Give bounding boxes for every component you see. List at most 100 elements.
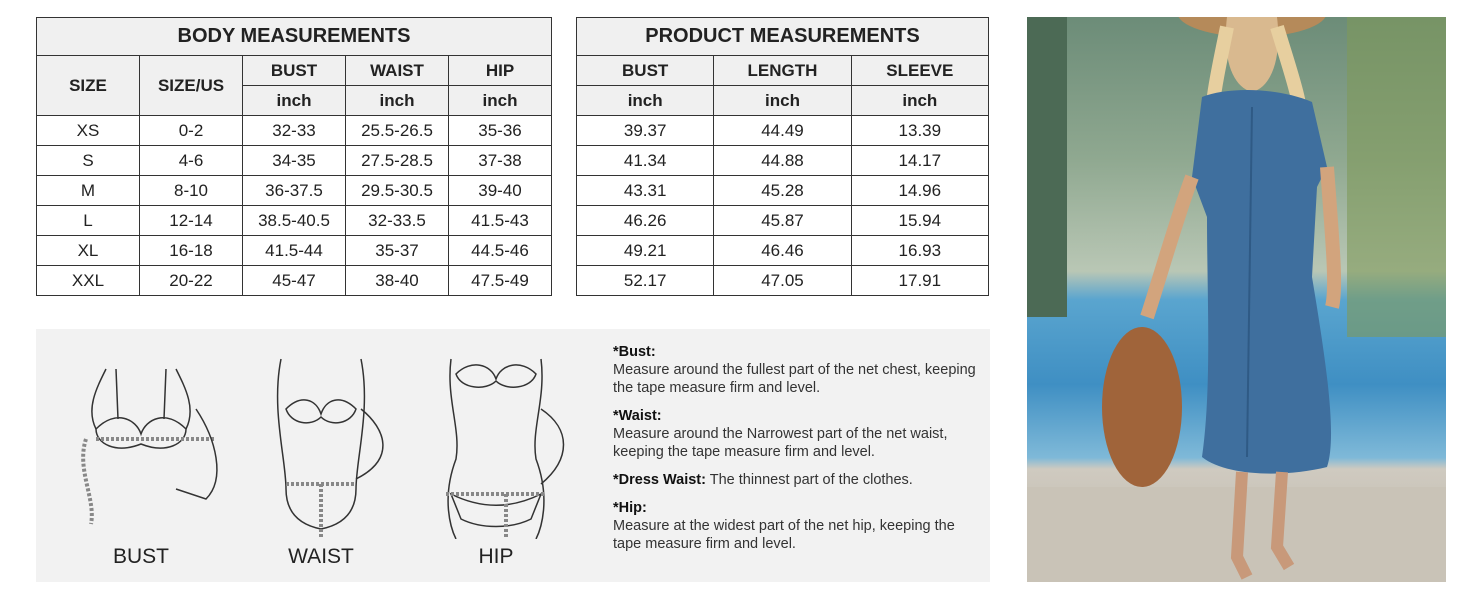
body-measurements-table: BODY MEASUREMENTS SIZE SIZE/US BUST WAIS… (36, 17, 552, 296)
model-in-dress-image (1027, 17, 1446, 582)
header-bust: BUST (575, 55, 715, 86)
table-cell: 15.94 (850, 205, 990, 236)
table-cell: 14.96 (850, 175, 990, 206)
hip-illustration-icon (446, 358, 565, 540)
table-cell: 20-22 (139, 265, 243, 296)
bust-illustration-icon (81, 368, 218, 525)
table-cell: 8-10 (139, 175, 243, 206)
table-row: M 8-10 36-37.5 29.5-30.5 39-40 (36, 175, 552, 206)
table-cell: 44.88 (713, 145, 852, 176)
table-cell: 45.87 (713, 205, 852, 236)
table-cell: 39.37 (575, 115, 715, 146)
measuring-note: *Hip: Measure at the widest part of the n… (613, 499, 983, 553)
header-hip: HIP (448, 55, 552, 86)
table-cell: 39-40 (448, 175, 552, 206)
header-size-us: SIZE/US (139, 55, 243, 116)
table-cell: XL (36, 235, 140, 266)
table-cell: 34-35 (242, 145, 346, 176)
measuring-notes: *Bust: Measure around the fullest part of… (613, 343, 983, 563)
unit: inch (575, 85, 715, 116)
table-cell: 41.5-44 (242, 235, 346, 266)
measuring-note: *Bust: Measure around the fullest part of… (613, 343, 983, 397)
table-cell: 32-33.5 (345, 205, 449, 236)
note-text: Measure around the Narrowest part of the… (613, 426, 948, 460)
table-cell: XXL (36, 265, 140, 296)
model-photo (1027, 17, 1446, 582)
table-cell: 47.05 (713, 265, 852, 296)
note-label: *Dress Waist: (613, 472, 706, 488)
measuring-note: *Waist: Measure around the Narrowest part… (613, 407, 983, 461)
table-cell: 13.39 (850, 115, 990, 146)
waist-illustration-icon (276, 358, 384, 539)
measuring-note: *Dress Waist: The thinnest part of the c… (613, 471, 983, 489)
table-cell: 16-18 (139, 235, 243, 266)
table-cell: 44.49 (713, 115, 852, 146)
note-label: *Waist: (613, 408, 662, 424)
header-bust: BUST (242, 55, 346, 86)
table-cell: 27.5-28.5 (345, 145, 449, 176)
table-cell: 37-38 (448, 145, 552, 176)
header-sleeve: SLEEVE (850, 55, 990, 86)
table-cell: 45-47 (242, 265, 346, 296)
figure-label: BUST (112, 545, 169, 568)
table-cell: 46.46 (713, 235, 852, 266)
table-title: BODY MEASUREMENTS (36, 17, 552, 56)
table-cell: 38.5-40.5 (242, 205, 346, 236)
table-row: 43.31 45.28 14.96 (575, 175, 990, 206)
figure-label: WAIST (288, 545, 354, 568)
table-cell: L (36, 205, 140, 236)
table-cell: XS (36, 115, 140, 146)
header-size: SIZE (36, 55, 140, 116)
table-cell: 46.26 (575, 205, 715, 236)
table-cell: 17.91 (850, 265, 990, 296)
table-cell: M (36, 175, 140, 206)
table-row: L 12-14 38.5-40.5 32-33.5 41.5-43 (36, 205, 552, 236)
table-cell: 43.31 (575, 175, 715, 206)
measuring-guide: BUST WAIST HIP *Bust: Measure around the … (36, 329, 990, 582)
unit: inch (448, 85, 552, 116)
table-row: 39.37 44.49 13.39 (575, 115, 990, 146)
waist-figure: WAIST (236, 349, 406, 579)
table-cell: 29.5-30.5 (345, 175, 449, 206)
table-cell: 36-37.5 (242, 175, 346, 206)
table-cell: 0-2 (139, 115, 243, 146)
table-cell: 12-14 (139, 205, 243, 236)
unit: inch (345, 85, 449, 116)
hip-figure: HIP (411, 349, 581, 579)
table-row: XXL 20-22 45-47 38-40 47.5-49 (36, 265, 552, 296)
table-cell: 44.5-46 (448, 235, 552, 266)
table-cell: 14.17 (850, 145, 990, 176)
table-cell: 41.34 (575, 145, 715, 176)
header-length: LENGTH (713, 55, 852, 86)
table-cell: 38-40 (345, 265, 449, 296)
note-label: *Bust: (613, 344, 656, 360)
table-cell: 52.17 (575, 265, 715, 296)
header-waist: WAIST (345, 55, 449, 86)
table-title: PRODUCT MEASUREMENTS (576, 17, 989, 56)
unit: inch (850, 85, 990, 116)
unit: inch (242, 85, 346, 116)
table-cell: 4-6 (139, 145, 243, 176)
table-cell: 41.5-43 (448, 205, 552, 236)
note-label: *Hip: (613, 500, 647, 516)
table-cell: 32-33 (242, 115, 346, 146)
product-measurements-table: PRODUCT MEASUREMENTS BUST LENGTH SLEEVE … (575, 17, 990, 296)
table-row: 49.21 46.46 16.93 (575, 235, 990, 266)
table-row: XS 0-2 32-33 25.5-26.5 35-36 (36, 115, 552, 146)
table-row: 46.26 45.87 15.94 (575, 205, 990, 236)
table-cell: 49.21 (575, 235, 715, 266)
table-cell: 16.93 (850, 235, 990, 266)
note-text: Measure at the widest part of the net hi… (613, 518, 955, 552)
table-row: 41.34 44.88 14.17 (575, 145, 990, 176)
table-row: 52.17 47.05 17.91 (575, 265, 990, 296)
table-cell: 47.5-49 (448, 265, 552, 296)
figure-label: HIP (478, 545, 514, 568)
unit: inch (713, 85, 852, 116)
table-cell: S (36, 145, 140, 176)
note-text: The thinnest part of the clothes. (705, 472, 913, 488)
table-row: S 4-6 34-35 27.5-28.5 37-38 (36, 145, 552, 176)
bust-figure: BUST (56, 349, 226, 579)
table-cell: 35-36 (448, 115, 552, 146)
table-cell: 45.28 (713, 175, 852, 206)
table-row: XL 16-18 41.5-44 35-37 44.5-46 (36, 235, 552, 266)
